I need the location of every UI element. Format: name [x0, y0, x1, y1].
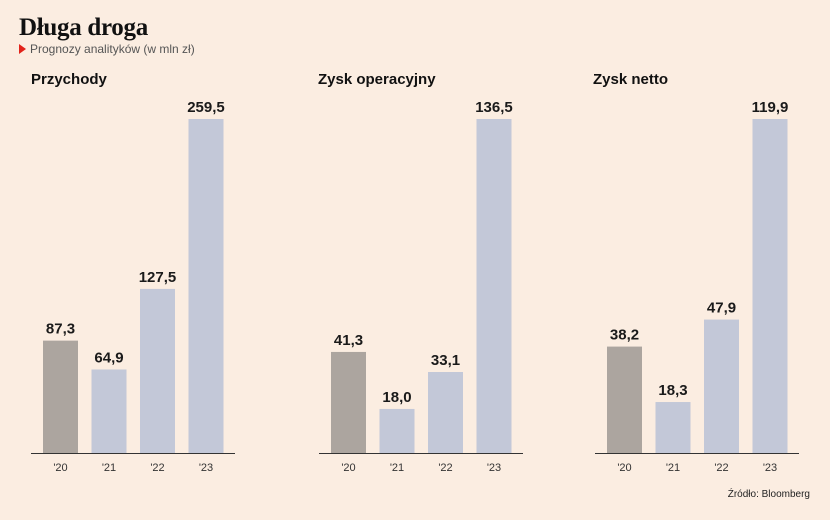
red-triangle-icon	[19, 44, 26, 54]
subtitle-text: Prognozy analityków (w mln zł)	[30, 42, 195, 56]
x-tick-label: '22	[438, 462, 452, 474]
x-tick-label: '20	[341, 462, 355, 474]
data-label: 259,5	[187, 99, 225, 116]
data-label: 64,9	[94, 349, 123, 366]
x-tick-label: '21	[666, 462, 680, 474]
bar	[188, 119, 224, 453]
x-tick-label: '20	[617, 462, 631, 474]
x-tick-label: '23	[199, 462, 213, 474]
bar	[704, 319, 739, 453]
x-tick-label: '23	[487, 462, 501, 474]
x-tick-label: '23	[763, 462, 777, 474]
bar	[752, 119, 788, 453]
bar	[91, 369, 127, 453]
data-label: 18,3	[658, 382, 687, 399]
data-label: 127,5	[139, 269, 177, 286]
data-label: 38,2	[610, 327, 639, 344]
data-label: 18,0	[382, 389, 411, 406]
source-note: Źródło: Bloomberg	[727, 489, 810, 500]
data-label: 87,3	[46, 321, 75, 338]
bar	[655, 402, 691, 453]
panel-title: Zysk netto	[593, 71, 668, 88]
bar	[428, 372, 463, 453]
data-label: 119,9	[752, 99, 789, 116]
data-label: 33,1	[431, 352, 460, 369]
bar	[379, 408, 415, 453]
x-tick-label: '21	[102, 462, 116, 474]
data-label: 136,5	[475, 99, 513, 116]
bar	[331, 351, 366, 453]
x-tick-label: '20	[53, 462, 67, 474]
bar	[476, 119, 512, 453]
chart-title: Długa droga	[19, 14, 148, 41]
x-tick-label: '21	[390, 462, 404, 474]
panel-title: Przychody	[31, 71, 108, 88]
x-tick-label: '22	[150, 462, 164, 474]
x-tick-label: '22	[714, 462, 728, 474]
chart-subtitle: Prognozy analityków (w mln zł)	[19, 42, 195, 56]
data-label: 47,9	[707, 300, 736, 317]
bar	[43, 340, 78, 453]
bar	[140, 288, 175, 453]
bar	[607, 346, 642, 453]
data-label: 41,3	[334, 332, 363, 349]
panel-title: Zysk operacyjny	[318, 71, 436, 88]
